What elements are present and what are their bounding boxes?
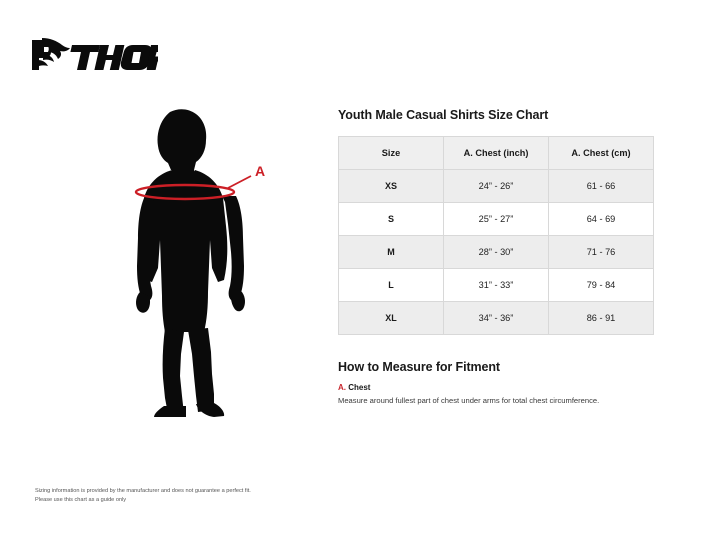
- size-table-body: XS 24” - 26” 61 - 66 S 25” - 27” 64 - 69…: [338, 169, 654, 335]
- chest-callout-label: A: [255, 163, 265, 179]
- cell-chest-inch: 34” - 36”: [443, 301, 549, 335]
- cell-size: S: [338, 202, 444, 236]
- page-title: Youth Male Casual Shirts Size Chart: [338, 108, 549, 122]
- cell-chest-cm: 71 - 76: [548, 235, 654, 269]
- measure-item-term: Chest: [348, 383, 371, 392]
- cell-chest-cm: 79 - 84: [548, 268, 654, 302]
- measure-item-description: Measure around fullest part of chest und…: [338, 396, 600, 406]
- table-row: M 28” - 30” 71 - 76: [338, 235, 654, 269]
- chest-callout-leader-line: [227, 175, 252, 189]
- column-header-chest-cm: A. Chest (cm): [548, 136, 654, 170]
- thor-logo-svg: R: [32, 38, 178, 70]
- chart-panel: Youth Male Casual Shirts Size Chart Size…: [338, 108, 656, 406]
- youth-silhouette-svg: A: [134, 109, 265, 417]
- cell-size: L: [338, 268, 444, 302]
- table-row: L 31” - 33” 79 - 84: [338, 268, 654, 302]
- size-table-head: Size A. Chest (inch) A. Chest (cm): [338, 136, 654, 170]
- how-to-measure-section: How to Measure for Fitment A. Chest Meas…: [338, 360, 656, 406]
- column-header-chest-inch: A. Chest (inch): [443, 136, 549, 170]
- thor-wordmark: R: [70, 45, 178, 70]
- cell-size: XS: [338, 169, 444, 203]
- cell-chest-inch: 28” - 30”: [443, 235, 549, 269]
- chest-measure-ellipse: [134, 183, 236, 201]
- measure-item-key: A.: [338, 383, 346, 392]
- cell-chest-inch: 24” - 26”: [443, 169, 549, 203]
- table-row: XS 24” - 26” 61 - 66: [338, 169, 654, 203]
- thor-helmet-icon: [32, 38, 70, 70]
- cell-chest-inch: 31” - 33”: [443, 268, 549, 302]
- cell-chest-cm: 64 - 69: [548, 202, 654, 236]
- how-to-measure-heading: How to Measure for Fitment: [338, 360, 500, 374]
- size-chart-table: Size A. Chest (inch) A. Chest (cm) XS 24…: [338, 136, 654, 335]
- cell-size: M: [338, 235, 444, 269]
- measure-item: A. Chest Measure around fullest part of …: [338, 383, 656, 406]
- brand-logo: R: [28, 36, 178, 74]
- disclaimer: Sizing information is provided by the ma…: [35, 487, 365, 504]
- chest-measurement-callout: A: [134, 163, 265, 201]
- youth-silhouette: [136, 109, 245, 417]
- column-header-size: Size: [338, 136, 444, 170]
- cell-chest-cm: 86 - 91: [548, 301, 654, 335]
- cell-chest-cm: 61 - 66: [548, 169, 654, 203]
- disclaimer-line-2: Please use this chart as a guide only: [35, 496, 127, 503]
- table-header-row: Size A. Chest (inch) A. Chest (cm): [338, 136, 654, 170]
- table-row: S 25” - 27” 64 - 69: [338, 202, 654, 236]
- cell-chest-inch: 25” - 27”: [443, 202, 549, 236]
- table-row: XL 34” - 36” 86 - 91: [338, 301, 654, 335]
- figure-illustration: A: [108, 100, 288, 420]
- disclaimer-line-1: Sizing information is provided by the ma…: [35, 488, 251, 494]
- measure-item-label: A. Chest: [338, 383, 656, 393]
- cell-size: XL: [338, 301, 444, 335]
